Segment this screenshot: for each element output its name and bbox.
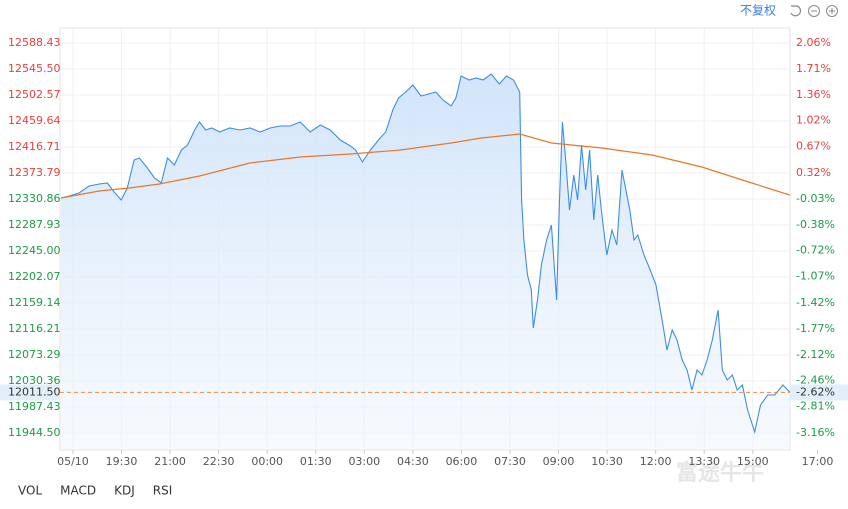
y2-tick-label: 0.32% [796, 166, 831, 179]
y2-tick-label: 1.36% [796, 88, 831, 101]
y-tick-label: 12416.71 [8, 140, 61, 153]
x-tick-label: 21:00 [154, 455, 186, 468]
price-highlight [0, 384, 60, 401]
y-tick-label: 12073.29 [8, 348, 61, 361]
line [60, 133, 790, 199]
indicator-tabs: VOL MACD KDJ RSI [18, 484, 172, 498]
y2-tick-label: -3.16% [796, 426, 835, 439]
x-tick-label: 00:00 [251, 455, 283, 468]
y2-tick-label: -2.81% [796, 400, 835, 413]
x-tick-label: 15:00 [737, 455, 769, 468]
y-tick-label: 12202.07 [8, 270, 61, 283]
adjust-button[interactable]: 不复权 [740, 4, 776, 18]
indicator-tab[interactable]: MACD [60, 484, 96, 498]
x-tick-label: 22:30 [203, 455, 235, 468]
y-tick-label: 12502.57 [8, 88, 61, 101]
y2-tick-label: -0.38% [796, 218, 835, 231]
y-tick-label: 12159.14 [8, 296, 61, 309]
y2-tick-label: 2.06% [796, 36, 831, 49]
x-tick-label: 05/10 [57, 455, 89, 468]
y2-tick-label: -1.42% [796, 296, 835, 309]
y-tick-label: 12545.50 [8, 62, 61, 75]
y2-tick-label: -0.72% [796, 244, 835, 257]
y2-tick-label: 1.71% [796, 62, 831, 75]
y2-tick-label: -1.07% [796, 270, 835, 283]
x-tick-label: 03:00 [348, 455, 380, 468]
y-tick-label: 12373.79 [8, 166, 61, 179]
marks [60, 73, 791, 450]
indicator-tab[interactable]: KDJ [114, 484, 135, 498]
indicator-tab[interactable]: RSI [153, 484, 173, 498]
zoom-in-icon[interactable] [826, 5, 838, 17]
y2-tick-label: -1.77% [796, 322, 835, 335]
x-tick-label: 01:30 [300, 455, 332, 468]
last-change-label: -2.62% [796, 385, 835, 398]
y2-tick-label: 0.67% [796, 140, 831, 153]
x-tick-label: 13:30 [688, 455, 720, 468]
indicator-tab[interactable]: VOL [18, 484, 42, 498]
x-tick-label: 12:00 [640, 455, 672, 468]
y-tick-label: 11944.50 [8, 426, 61, 439]
x-tick-label: 06:00 [446, 455, 478, 468]
x-tick-label: 19:30 [106, 455, 138, 468]
x-tick-label: 07:30 [494, 455, 526, 468]
y-tick-label: 12287.93 [8, 218, 61, 231]
y2-tick-label: -0.03% [796, 192, 835, 205]
y-tick-label: 12330.86 [8, 192, 61, 205]
price-highlight [790, 384, 848, 401]
reset-icon[interactable] [790, 5, 801, 17]
y2-tick-label: 1.02% [796, 114, 831, 127]
y-tick-label: 12245.00 [8, 244, 61, 257]
x-tick-label: 09:00 [543, 455, 575, 468]
y2-tick-label: -2.46% [796, 374, 835, 387]
watermark: 富途牛牛 [676, 460, 764, 486]
x-tick-label: 17:00 [802, 455, 834, 468]
y2-tick-label: -2.12% [796, 348, 835, 361]
toolbar: 不复权 [740, 4, 838, 18]
y-tick-label: 12588.43 [8, 36, 61, 49]
x-tick-label: 04:30 [397, 455, 429, 468]
last-price-label: 12011.50 [8, 385, 61, 398]
y-tick-label: 12030.36 [8, 374, 61, 387]
line [60, 73, 791, 435]
y-tick-label: 11987.43 [8, 400, 61, 413]
area [61, 74, 790, 450]
y-tick-label: 12116.21 [8, 322, 61, 335]
x-tick-label: 10:30 [591, 455, 623, 468]
zoom-out-icon[interactable] [808, 5, 820, 17]
y-tick-label: 12459.64 [8, 114, 61, 127]
